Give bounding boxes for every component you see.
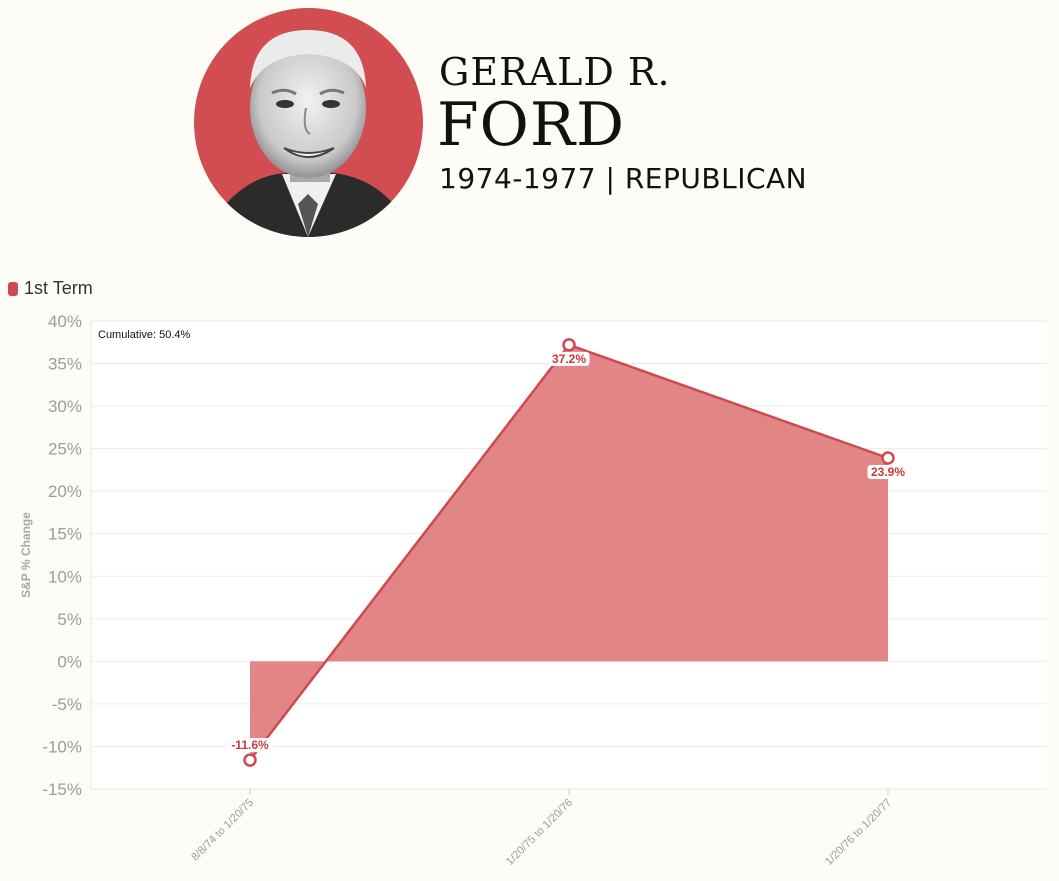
president-first-name: GERALD R.	[439, 50, 671, 94]
y-tick-label: 0%	[57, 652, 82, 671]
term-and-party: 1974-1977 | REPUBLICAN	[439, 162, 808, 195]
legend[interactable]: 1st Term	[8, 278, 93, 299]
y-tick-label: 10%	[48, 567, 82, 586]
x-tick-label: 1/20/75 to 1/20/76	[504, 797, 575, 868]
data-label-background	[226, 738, 274, 753]
y-tick-label: 5%	[57, 610, 82, 629]
y-tick-label: 20%	[48, 482, 82, 501]
data-point[interactable]	[243, 753, 257, 767]
area-fill	[250, 344, 888, 761]
y-tick-label: 25%	[48, 440, 82, 459]
x-axis-ticks: 8/8/74 to 1/20/75 1/20/75 to 1/20/76 1/20/…	[189, 789, 894, 868]
legend-label: 1st Term	[24, 278, 93, 298]
legend-swatch	[8, 281, 18, 296]
data-label-background	[867, 464, 909, 479]
y-tick-label: -10%	[42, 737, 82, 756]
president-last-name: FORD	[437, 90, 626, 160]
x-tick-label: 8/8/74 to 1/20/75	[189, 797, 256, 864]
y-tick-label: 15%	[48, 525, 82, 544]
data-label: -11.6%	[231, 738, 269, 752]
data-points: -11.6% 37.2% 23.9%	[226, 338, 909, 767]
data-label-background	[548, 351, 590, 366]
y-tick-label: -15%	[42, 780, 82, 799]
data-point[interactable]	[562, 338, 576, 352]
x-tick-label: 1/20/76 to 1/20/77	[823, 797, 894, 868]
data-label: 37.2%	[552, 352, 586, 366]
y-axis-title: S&P % Change	[19, 512, 33, 598]
y-axis-ticks: 40% 35% 30% 25% 20% 15% 10% 5% 0% -5% -10% -15%	[42, 312, 82, 799]
y-tick-label: 35%	[48, 355, 82, 374]
data-label: 23.9%	[871, 465, 905, 479]
y-tick-label: 40%	[48, 312, 82, 331]
data-point[interactable]	[881, 451, 895, 465]
president-portrait	[194, 8, 423, 237]
cumulative-annotation: Cumulative: 50.4%	[98, 329, 191, 341]
y-tick-label: 30%	[48, 397, 82, 416]
y-tick-label: -5%	[52, 695, 82, 714]
